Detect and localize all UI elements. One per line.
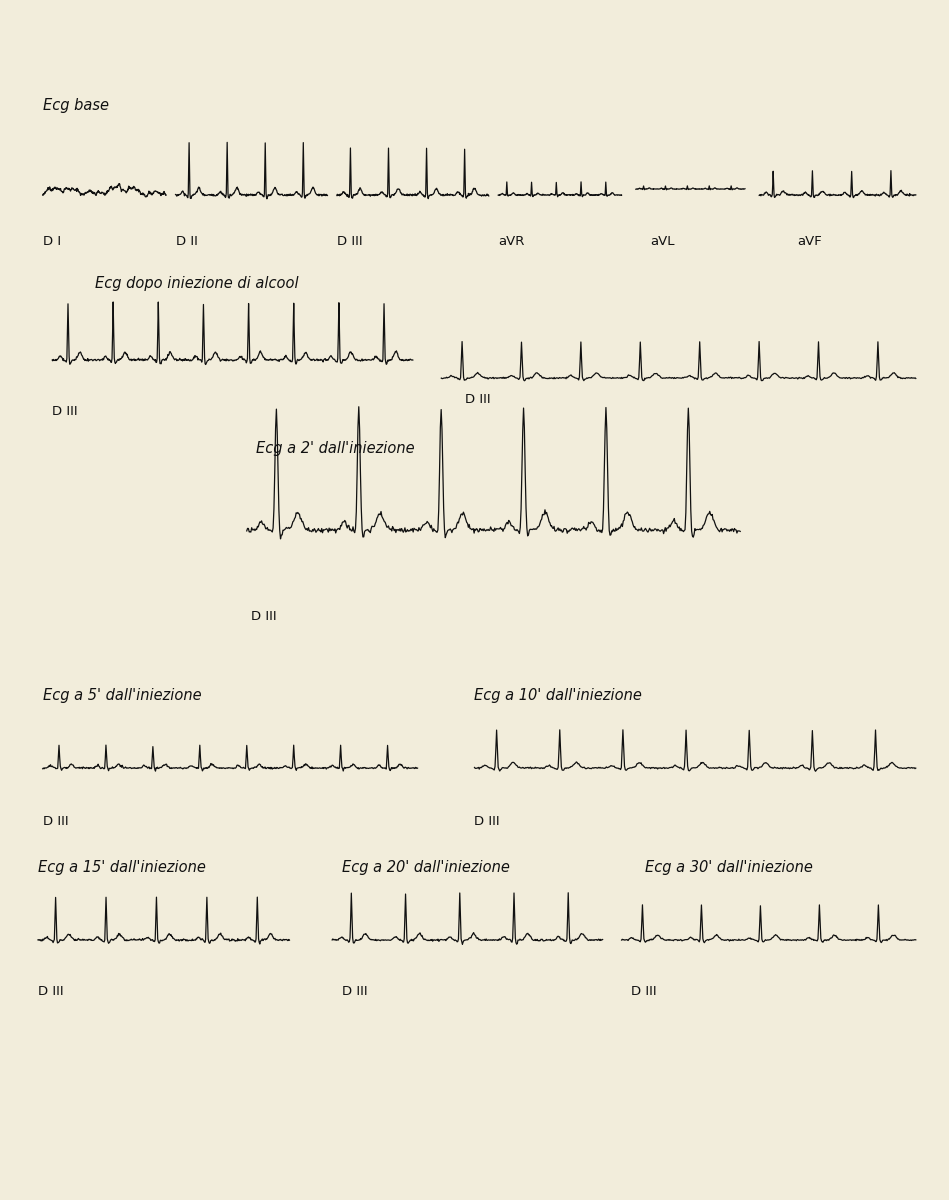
Text: Ecg a 20' dall'iniezione: Ecg a 20' dall'iniezione (342, 860, 510, 875)
Text: Ecg a 5' dall'iniezione: Ecg a 5' dall'iniezione (43, 688, 201, 703)
Text: Ecg a 15' dall'iniezione: Ecg a 15' dall'iniezione (38, 860, 206, 875)
Text: Ecg a 2' dall'iniezione: Ecg a 2' dall'iniezione (256, 440, 415, 456)
Text: D II: D II (176, 235, 197, 248)
Text: Ecg a 10' dall'iniezione: Ecg a 10' dall'iniezione (474, 688, 642, 703)
Text: Ecg a 30' dall'iniezione: Ecg a 30' dall'iniezione (645, 860, 813, 875)
Text: D I: D I (43, 235, 61, 248)
Text: D III: D III (342, 985, 367, 998)
Text: D III: D III (38, 985, 64, 998)
Text: D III: D III (52, 404, 78, 418)
Text: aVF: aVF (797, 235, 822, 248)
Text: D III: D III (631, 985, 657, 998)
Text: D III: D III (251, 610, 277, 623)
Text: D III: D III (337, 235, 363, 248)
Text: D III: D III (474, 815, 500, 828)
Text: D III: D III (465, 392, 491, 406)
Text: Ecg dopo iniezione di alcool: Ecg dopo iniezione di alcool (95, 276, 299, 290)
Text: D III: D III (43, 815, 68, 828)
Text: Ecg base: Ecg base (43, 98, 109, 113)
Text: aVR: aVR (498, 235, 525, 248)
Text: aVL: aVL (650, 235, 675, 248)
